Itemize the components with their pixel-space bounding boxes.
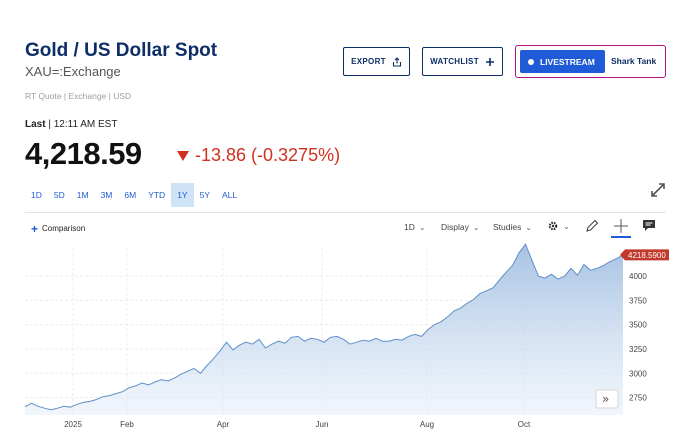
chevron-down-icon: ⌄ [525, 222, 533, 232]
y-tick-label: 4000 [629, 272, 647, 281]
range-5y[interactable]: 5Y [199, 190, 210, 200]
x-tick-label: Feb [120, 420, 134, 429]
live-dot-icon [528, 58, 534, 65]
chevron-down-icon: ⌄ [418, 222, 426, 232]
watchlist-label: WATCHLIST [430, 57, 479, 66]
display-label: Display [441, 222, 469, 232]
range-1d[interactable]: 1D [31, 190, 42, 200]
chat-icon[interactable] [642, 219, 656, 232]
crosshair-active-indicator [611, 236, 631, 238]
scroll-forward-button[interactable]: » [595, 389, 619, 409]
last-value-label: 4218.5900 [628, 251, 666, 260]
livestream-promo: LIVESTREAM Shark Tank [515, 45, 666, 78]
page-title: Gold / US Dollar Spot [25, 40, 218, 61]
livestream-button[interactable]: LIVESTREAM [520, 50, 605, 73]
y-tick-label: 3000 [629, 369, 647, 378]
time-range-selector: 1D 5D 1M 3M 6M YTD 1Y 5Y ALL [25, 183, 243, 207]
show-link[interactable]: Shark Tank [611, 56, 657, 66]
export-label: EXPORT [351, 57, 386, 66]
range-all[interactable]: ALL [222, 190, 238, 200]
price-chart[interactable]: 2750 3000 3250 3500 3750 4000 2025 Feb Apr Jun Au… [25, 240, 683, 433]
range-1y[interactable]: 1Y [171, 183, 194, 207]
x-tick-label: Aug [420, 420, 434, 429]
x-tick-label: Oct [518, 420, 531, 429]
range-ytd[interactable]: YTD [148, 190, 166, 200]
studies-label: Studies [493, 222, 522, 232]
x-tick-label: Jun [316, 420, 329, 429]
gear-icon [548, 221, 558, 231]
last-value-badge: 4218.5900 [620, 249, 669, 261]
comparison-label: Comparison [42, 224, 86, 233]
double-chevron-right-icon: » [602, 392, 609, 406]
plus-icon [485, 57, 494, 66]
y-tick-label: 3500 [629, 321, 647, 330]
price-change: -13.86 (-0.3275%) [177, 145, 340, 166]
display-dropdown[interactable]: Display ⌄ [441, 222, 480, 232]
last-prefix: Last [25, 119, 46, 130]
draw-pencil-icon[interactable] [585, 219, 599, 233]
last-price: 4,218.59 [25, 136, 142, 171]
last-time: 12:11 AM EST [53, 119, 118, 130]
y-tick-label: 3250 [629, 345, 647, 354]
x-tick-label: 2025 [64, 420, 82, 429]
expand-icon[interactable] [650, 182, 666, 198]
interval-label: 1D [404, 222, 415, 232]
comparison-button[interactable]: + Comparison [31, 221, 86, 236]
last-trade-label: Last | 12:11 AM EST [25, 119, 118, 130]
watchlist-button[interactable]: WATCHLIST [422, 47, 503, 76]
range-1m[interactable]: 1M [76, 190, 89, 200]
y-tick-label: 2750 [629, 394, 647, 403]
range-3m[interactable]: 3M [100, 190, 113, 200]
studies-dropdown[interactable]: Studies ⌄ [493, 222, 532, 232]
price-line [25, 243, 624, 411]
add-icon: + [31, 221, 39, 236]
chevron-down-icon: ⌄ [563, 221, 570, 231]
change-value: -13.86 (-0.3275%) [195, 145, 341, 165]
settings-dropdown[interactable]: ⌄ [547, 220, 570, 232]
interval-dropdown[interactable]: 1D ⌄ [404, 222, 426, 232]
export-button[interactable]: EXPORT [343, 47, 410, 76]
price-area [25, 244, 623, 415]
range-6m[interactable]: 6M [124, 190, 137, 200]
share-icon [392, 56, 401, 67]
x-tick-label: Apr [217, 420, 230, 429]
y-tick-label: 3750 [629, 296, 647, 305]
chevron-down-icon: ⌄ [472, 222, 480, 232]
toolbar-divider [25, 212, 666, 213]
livestream-label: LIVESTREAM [540, 56, 595, 67]
down-arrow-icon [177, 150, 189, 161]
rt-quote-info: RT Quote | Exchange | USD [25, 91, 132, 101]
exchange-symbol: XAU=:Exchange [25, 64, 121, 79]
range-5d[interactable]: 5D [53, 190, 65, 200]
crosshair-icon[interactable] [613, 218, 629, 234]
